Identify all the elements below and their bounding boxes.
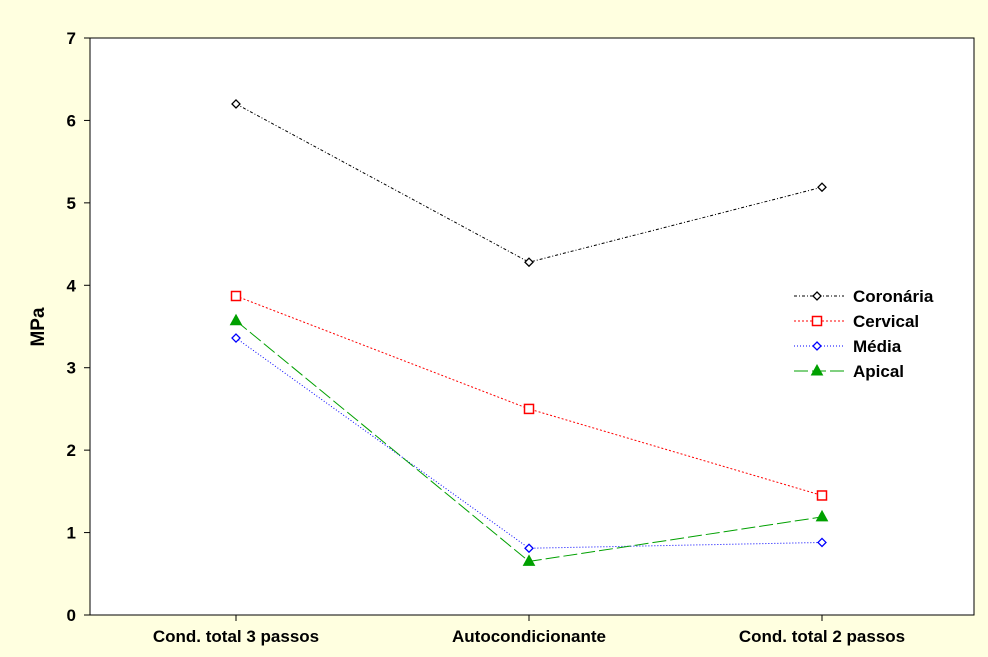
y-axis-title: MPa [28,307,49,347]
y-tick-label: 3 [67,359,76,378]
data-point-coronaria [817,182,827,193]
legend-swatch-marker [810,363,824,376]
series-layer [229,99,829,566]
data-point-media [524,543,534,554]
y-tick-label: 7 [67,29,76,48]
x-axis: Cond. total 3 passos Autocondicionante Con… [153,615,905,646]
y-tick-label: 0 [67,606,76,625]
series-apical [229,313,829,566]
series-cervical [230,290,828,501]
legend-swatch-marker [811,315,823,327]
legend-item-cervical: Cervical [794,312,919,331]
y-tick-label: 4 [67,276,77,295]
series-line-cervical [235,295,823,496]
series-media [231,333,827,554]
data-point-apical [522,554,536,566]
y-axis: 0 1 2 3 4 5 6 7 [67,29,90,625]
x-tick-label: Autocondicionante [452,627,606,646]
legend-item-coronaria: Coronária [794,287,934,306]
y-tick-label: 2 [67,441,76,460]
legend-label: Coronária [853,287,934,306]
data-point-cervical [230,290,242,302]
legend-swatch-marker [812,341,822,351]
legend-item-apical: Apical [794,362,904,381]
y-tick-label: 5 [67,194,76,213]
plot-area [89,37,975,616]
data-point-media [231,333,241,343]
data-point-cervical [523,403,535,415]
legend-label: Apical [853,362,904,381]
series-coronaria [231,99,827,268]
x-tick-label: Cond. total 3 passos [153,627,319,646]
data-point-cervical [816,490,828,501]
y-tick-label: 1 [67,524,76,543]
legend-label: Cervical [853,312,919,331]
x-tick-label: Cond. total 2 passos [739,627,905,646]
data-point-media [817,537,827,548]
data-point-coronaria [231,99,241,109]
data-point-apical [815,509,829,522]
legend: Coronária Cervical Média Apical [794,287,934,381]
legend-label: Média [853,337,902,356]
data-point-apical [229,313,243,326]
legend-swatch-marker [812,291,822,301]
y-tick-label: 6 [67,111,76,130]
legend-item-media: Média [794,337,902,356]
data-point-coronaria [524,257,534,268]
